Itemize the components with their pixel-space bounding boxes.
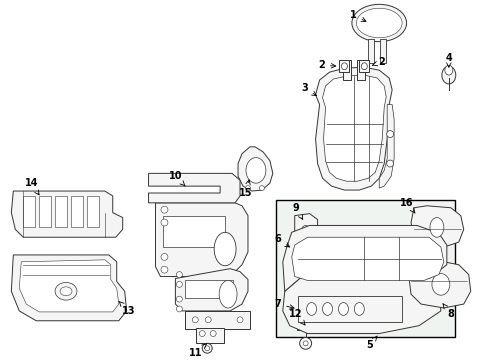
Ellipse shape xyxy=(338,302,347,315)
Ellipse shape xyxy=(354,302,364,315)
Ellipse shape xyxy=(429,217,443,237)
Ellipse shape xyxy=(205,317,211,323)
Text: 12: 12 xyxy=(288,309,305,325)
Ellipse shape xyxy=(161,266,167,273)
Bar xyxy=(87,196,99,228)
Ellipse shape xyxy=(386,131,393,138)
Text: 15: 15 xyxy=(239,180,252,198)
Polygon shape xyxy=(148,174,240,203)
Bar xyxy=(185,311,249,329)
Polygon shape xyxy=(282,225,446,291)
Ellipse shape xyxy=(161,219,167,226)
Ellipse shape xyxy=(303,341,307,346)
Ellipse shape xyxy=(431,274,449,295)
Ellipse shape xyxy=(214,232,236,266)
Ellipse shape xyxy=(356,8,401,38)
Bar xyxy=(163,216,224,247)
Bar xyxy=(71,196,83,228)
Ellipse shape xyxy=(341,63,346,70)
Polygon shape xyxy=(175,269,247,311)
Ellipse shape xyxy=(199,330,205,337)
Ellipse shape xyxy=(386,160,393,167)
Ellipse shape xyxy=(176,306,182,312)
Text: 1: 1 xyxy=(349,10,365,21)
Text: 9: 9 xyxy=(292,203,302,219)
Ellipse shape xyxy=(192,317,198,323)
Ellipse shape xyxy=(351,4,406,42)
Ellipse shape xyxy=(237,317,243,323)
Polygon shape xyxy=(315,67,391,190)
Bar xyxy=(39,196,51,228)
Text: 7: 7 xyxy=(274,299,293,309)
Ellipse shape xyxy=(299,337,311,349)
Bar xyxy=(196,328,224,343)
Ellipse shape xyxy=(444,65,452,75)
Ellipse shape xyxy=(202,343,212,353)
Ellipse shape xyxy=(176,282,182,287)
Text: 5: 5 xyxy=(365,336,376,350)
Bar xyxy=(296,316,314,330)
Ellipse shape xyxy=(361,63,366,70)
Polygon shape xyxy=(322,75,386,181)
Text: 8: 8 xyxy=(442,304,453,319)
Polygon shape xyxy=(282,279,440,333)
Text: 2: 2 xyxy=(371,57,384,67)
Text: 14: 14 xyxy=(24,178,39,195)
Polygon shape xyxy=(410,206,463,247)
Ellipse shape xyxy=(60,287,72,296)
Ellipse shape xyxy=(176,296,182,302)
Bar xyxy=(357,60,365,80)
Text: 6: 6 xyxy=(274,234,289,247)
Polygon shape xyxy=(294,213,317,252)
Bar xyxy=(367,39,373,63)
Ellipse shape xyxy=(55,283,77,300)
Ellipse shape xyxy=(322,302,332,315)
Polygon shape xyxy=(339,60,349,72)
Text: 13: 13 xyxy=(119,301,135,316)
Bar xyxy=(275,200,454,337)
Text: 3: 3 xyxy=(301,83,316,96)
Bar xyxy=(23,196,35,228)
Polygon shape xyxy=(379,104,393,188)
Polygon shape xyxy=(291,237,443,280)
Polygon shape xyxy=(238,147,272,191)
Text: 10: 10 xyxy=(168,171,185,186)
Bar xyxy=(343,60,351,80)
Ellipse shape xyxy=(161,206,167,213)
Text: 4: 4 xyxy=(445,53,451,67)
Ellipse shape xyxy=(204,346,209,351)
Ellipse shape xyxy=(441,66,455,84)
Bar xyxy=(297,296,401,322)
Polygon shape xyxy=(11,255,126,321)
Ellipse shape xyxy=(176,272,182,278)
Text: 11: 11 xyxy=(188,343,206,358)
Ellipse shape xyxy=(219,280,237,308)
Text: 16: 16 xyxy=(400,198,414,213)
Polygon shape xyxy=(408,260,470,308)
Polygon shape xyxy=(11,191,122,237)
Bar xyxy=(185,280,233,298)
Text: 2: 2 xyxy=(318,60,335,70)
Ellipse shape xyxy=(245,186,250,190)
Ellipse shape xyxy=(300,225,310,241)
Bar xyxy=(380,39,386,63)
Ellipse shape xyxy=(259,186,264,190)
Polygon shape xyxy=(359,60,368,72)
Ellipse shape xyxy=(210,330,216,337)
Polygon shape xyxy=(19,260,119,312)
Ellipse shape xyxy=(245,158,265,183)
Polygon shape xyxy=(155,203,247,276)
Ellipse shape xyxy=(306,302,316,315)
Ellipse shape xyxy=(161,253,167,260)
Bar xyxy=(55,196,67,228)
